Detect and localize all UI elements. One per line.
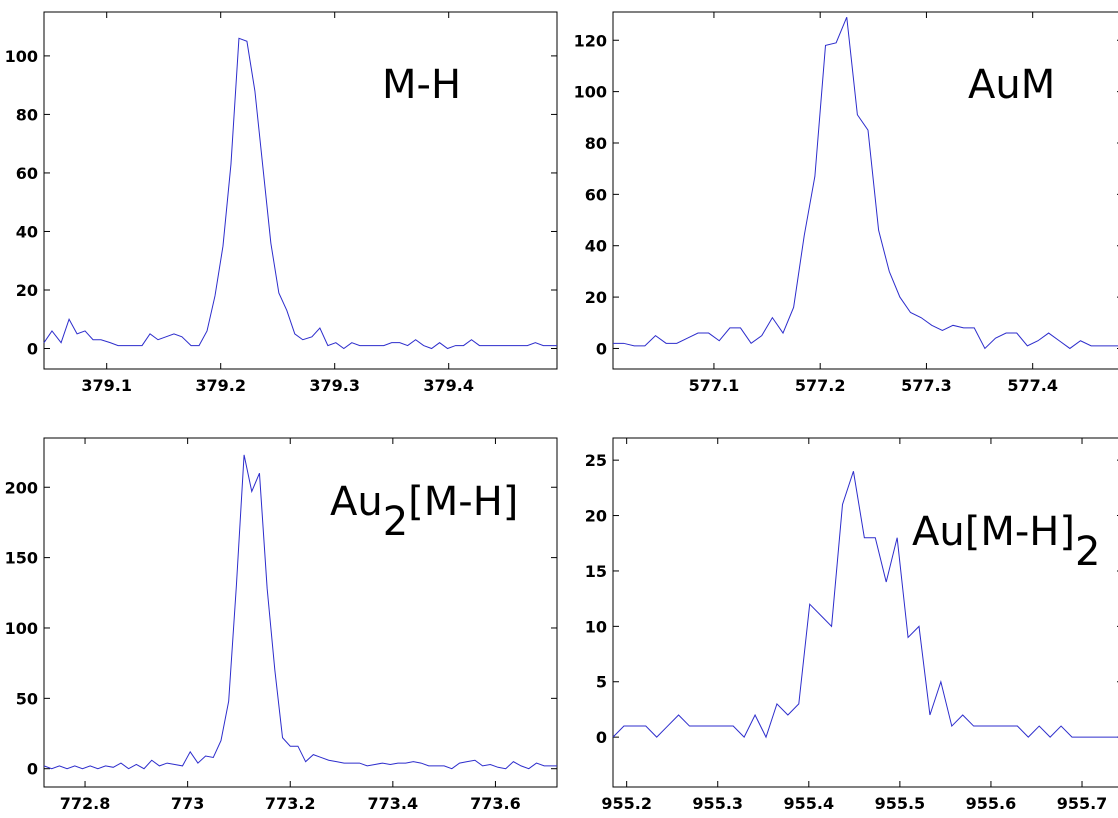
x-tick-label: 577.1: [689, 376, 740, 395]
ticks-au-m-h-2: 955.2 955.3 955.4 955.5 955.6 955.7 0 5 10 15 20 25: [585, 438, 1118, 813]
x-tick-label: 773.2: [265, 794, 316, 813]
plot-area-m-h: [43, 11, 558, 370]
y-tick-label: 5: [596, 673, 607, 692]
y-tick-label: 15: [585, 562, 607, 581]
y-tick-label: 20: [585, 507, 607, 526]
series-line-m-h: [43, 37, 557, 350]
plot-area-au2-m-h: [43, 437, 558, 788]
x-tick-label: 773.4: [368, 794, 419, 813]
panel-label-au-m-h-2: Au[M-H]2: [912, 509, 1100, 575]
y-tick-label: 200: [5, 478, 38, 497]
x-tick-label: 955.5: [875, 794, 926, 813]
ticks-au2-m-h: 772.8 773 773.2 773.4 773.6 0 50 100 150 200: [5, 438, 557, 813]
y-tick-label: 20: [585, 288, 607, 307]
x-tick-label: 955.3: [692, 794, 743, 813]
plot-area-au-m-h-2: [612, 437, 1118, 788]
panel-aum: 577.1 577.2 577.3 577.4 0 20 40 60 80 100 120 AuM: [574, 11, 1118, 395]
y-tick-label: 80: [16, 105, 38, 124]
y-tick-label: 150: [5, 549, 38, 568]
x-tick-label: 772.8: [60, 794, 111, 813]
panel-au-m-h-2: 955.2 955.3 955.4 955.5 955.6 955.7 0 5 10 15 20 25…: [585, 437, 1118, 813]
x-tick-label: 955.4: [783, 794, 834, 813]
panel-label-au2-m-h: Au2[M-H]: [330, 479, 518, 545]
x-tick-label: 773: [171, 794, 204, 813]
ticks-aum: 577.1 577.2 577.3 577.4 0 20 40 60 80 100 120: [574, 12, 1118, 395]
y-tick-label: 40: [16, 222, 38, 241]
x-tick-label: 577.3: [901, 376, 952, 395]
y-tick-label: 20: [16, 281, 38, 300]
y-tick-label: 10: [585, 617, 607, 636]
y-tick-label: 100: [5, 47, 38, 66]
x-tick-label: 379.3: [309, 376, 360, 395]
series-line-aum: [613, 16, 1118, 350]
panel-label-m-h: M-H: [382, 62, 461, 108]
x-tick-label: 577.4: [1007, 376, 1058, 395]
x-tick-label: 773.6: [470, 794, 521, 813]
y-tick-label: 60: [585, 185, 607, 204]
panel-label-aum: AuM: [968, 62, 1055, 108]
x-tick-label: 379.2: [195, 376, 246, 395]
y-tick-label: 80: [585, 134, 607, 153]
y-tick-label: 0: [596, 339, 607, 358]
panel-au2-m-h: 772.8 773 773.2 773.4 773.6 0 50 100 150 200 Au2[…: [5, 437, 558, 813]
x-tick-label: 955.2: [601, 794, 652, 813]
x-tick-label: 379.1: [81, 376, 132, 395]
plot-area-aum: [612, 11, 1118, 370]
y-tick-label: 40: [585, 237, 607, 256]
x-tick-label: 955.6: [966, 794, 1017, 813]
y-tick-label: 100: [574, 83, 607, 102]
x-tick-label: 379.4: [423, 376, 474, 395]
series-line-au-m-h-2: [612, 471, 1118, 739]
y-tick-label: 0: [596, 728, 607, 747]
y-tick-label: 120: [574, 31, 607, 50]
y-tick-label: 100: [5, 619, 38, 638]
y-tick-label: 0: [27, 340, 38, 359]
y-tick-label: 25: [585, 451, 607, 470]
y-tick-label: 0: [27, 760, 38, 779]
panel-m-h: 379.1 379.2 379.3 379.4 0 20 40 60 80 100 M-H: [5, 11, 558, 395]
series-line-au2-m-h: [43, 454, 557, 770]
ticks-m-h: 379.1 379.2 379.3 379.4 0 20 40 60 80 100: [5, 12, 557, 395]
y-tick-label: 60: [16, 164, 38, 183]
x-tick-label: 955.7: [1057, 794, 1108, 813]
y-tick-label: 50: [16, 689, 38, 708]
x-tick-label: 577.2: [795, 376, 846, 395]
